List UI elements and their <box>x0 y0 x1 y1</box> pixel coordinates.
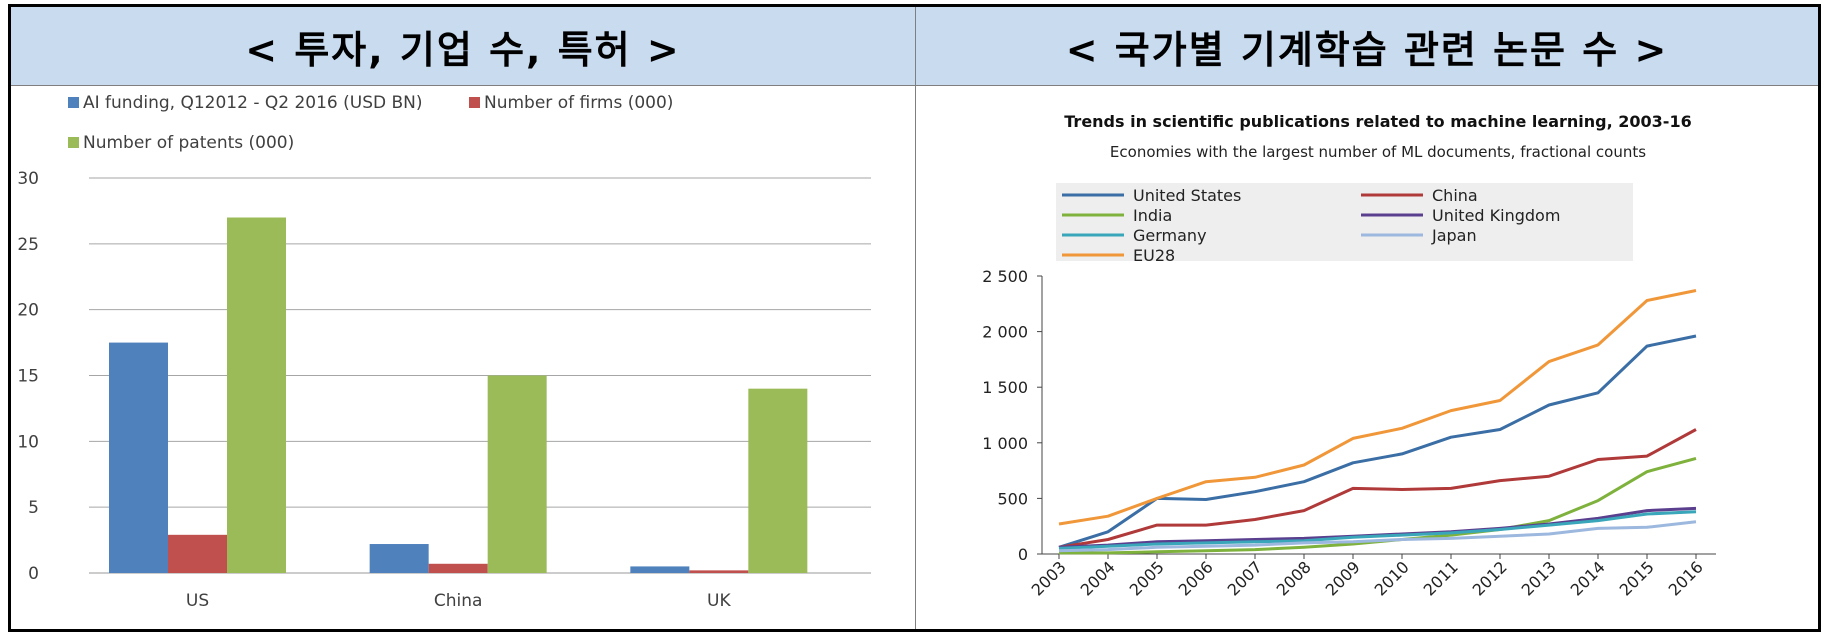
y-tick-label: 20 <box>17 301 39 321</box>
y-tick-label: 10 <box>17 432 39 452</box>
legend-item-0: AI funding, Q12012 - Q2 2016 (USD BN) <box>68 93 423 113</box>
series-line-india <box>1059 456 1697 555</box>
series-line-united-states <box>1058 334 1697 549</box>
legend-item-5: Japan <box>1361 226 1477 245</box>
x-tick-label: 2007 <box>1224 557 1266 599</box>
legend-label: Number of patents (000) <box>83 133 294 153</box>
bar-UK-1 <box>689 570 749 573</box>
legend-label: Germany <box>1133 226 1207 245</box>
y-tick-label: 1 000 <box>982 434 1028 453</box>
bar-US-0 <box>109 342 168 573</box>
y-tick-label: 500 <box>997 489 1028 508</box>
x-tick-label: 2009 <box>1322 557 1364 599</box>
y-tick-label: 2 500 <box>982 267 1028 286</box>
legend-swatch <box>68 97 79 108</box>
x-tick-label: China <box>434 591 483 611</box>
bar-China-1 <box>428 563 488 573</box>
legend-label: Japan <box>1431 226 1477 245</box>
legend-item-0: United States <box>1062 186 1241 205</box>
legend-swatch <box>68 137 79 148</box>
left-panel-header: < 투자, 기업 수, 특허 > <box>11 7 915 86</box>
x-tick-label: 2006 <box>1175 557 1217 599</box>
legend-label: United Kingdom <box>1432 206 1560 225</box>
panel-divider <box>915 7 916 629</box>
x-tick-label: 2012 <box>1469 557 1511 599</box>
legend-label: India <box>1133 206 1172 225</box>
series-line-japan <box>1058 520 1697 553</box>
legend-item-6: EU28 <box>1062 246 1175 265</box>
x-tick-label: 2016 <box>1665 557 1707 599</box>
right-panel-header: < 국가별 기계학습 관련 논문 수 > <box>916 7 1818 86</box>
chart-title: Trends in scientific publications relate… <box>1064 112 1691 131</box>
y-tick-label: 0 <box>1018 545 1028 564</box>
legend-label: China <box>1432 186 1478 205</box>
x-tick-label: 2008 <box>1273 557 1315 599</box>
x-tick-label: 2013 <box>1518 557 1560 599</box>
y-tick-label: 5 <box>28 498 39 518</box>
legend-item-3: United Kingdom <box>1361 206 1560 225</box>
legend-item-2: Number of patents (000) <box>68 133 294 153</box>
bar-China-2 <box>487 375 547 573</box>
x-tick-label: UK <box>707 591 731 611</box>
series-line-germany <box>1058 510 1697 550</box>
y-tick-label: 1 500 <box>982 378 1028 397</box>
figure-frame: < 투자, 기업 수, 특허 > < 국가별 기계학습 관련 논문 수 > AI… <box>8 4 1821 632</box>
legend-box <box>1056 183 1633 261</box>
legend-swatch <box>469 97 480 108</box>
legend-item-1: China <box>1361 186 1478 205</box>
bar-UK-2 <box>748 388 808 573</box>
x-tick-label: 2015 <box>1616 557 1658 599</box>
y-tick-label: 0 <box>28 564 39 584</box>
series-line-eu28 <box>1058 289 1697 526</box>
x-tick-label: 2003 <box>1028 557 1070 599</box>
legend-item-1: Number of firms (000) <box>469 93 673 113</box>
bar-US-1 <box>168 534 227 573</box>
chart-subtitle: Economies with the largest number of ML … <box>1110 143 1646 161</box>
legend-label: EU28 <box>1133 246 1175 265</box>
x-tick-label: 2004 <box>1077 557 1119 599</box>
legend-item-4: Germany <box>1062 226 1207 245</box>
x-tick-label: 2011 <box>1420 557 1462 599</box>
y-tick-label: 25 <box>17 235 39 255</box>
bar-US-2 <box>227 217 286 573</box>
bar-chart: AI funding, Q12012 - Q2 2016 (USD BN) Num… <box>17 93 871 611</box>
x-tick-label: 2010 <box>1371 557 1413 599</box>
legend-label: Number of firms (000) <box>484 93 673 113</box>
x-tick-label: 2005 <box>1126 557 1168 599</box>
legend-item-2: India <box>1062 206 1172 225</box>
bar-China-0 <box>369 544 429 573</box>
y-tick-label: 2 000 <box>982 323 1028 342</box>
legend-label: AI funding, Q12012 - Q2 2016 (USD BN) <box>83 93 423 113</box>
x-tick-label: 2014 <box>1567 557 1609 599</box>
bar-UK-0 <box>630 566 690 573</box>
series-line-china <box>1058 428 1697 549</box>
y-tick-label: 30 <box>17 169 39 189</box>
line-chart: Trends in scientific publications relate… <box>982 112 1716 600</box>
legend-label: United States <box>1133 186 1241 205</box>
y-tick-label: 15 <box>17 367 39 387</box>
x-tick-label: US <box>186 591 209 611</box>
